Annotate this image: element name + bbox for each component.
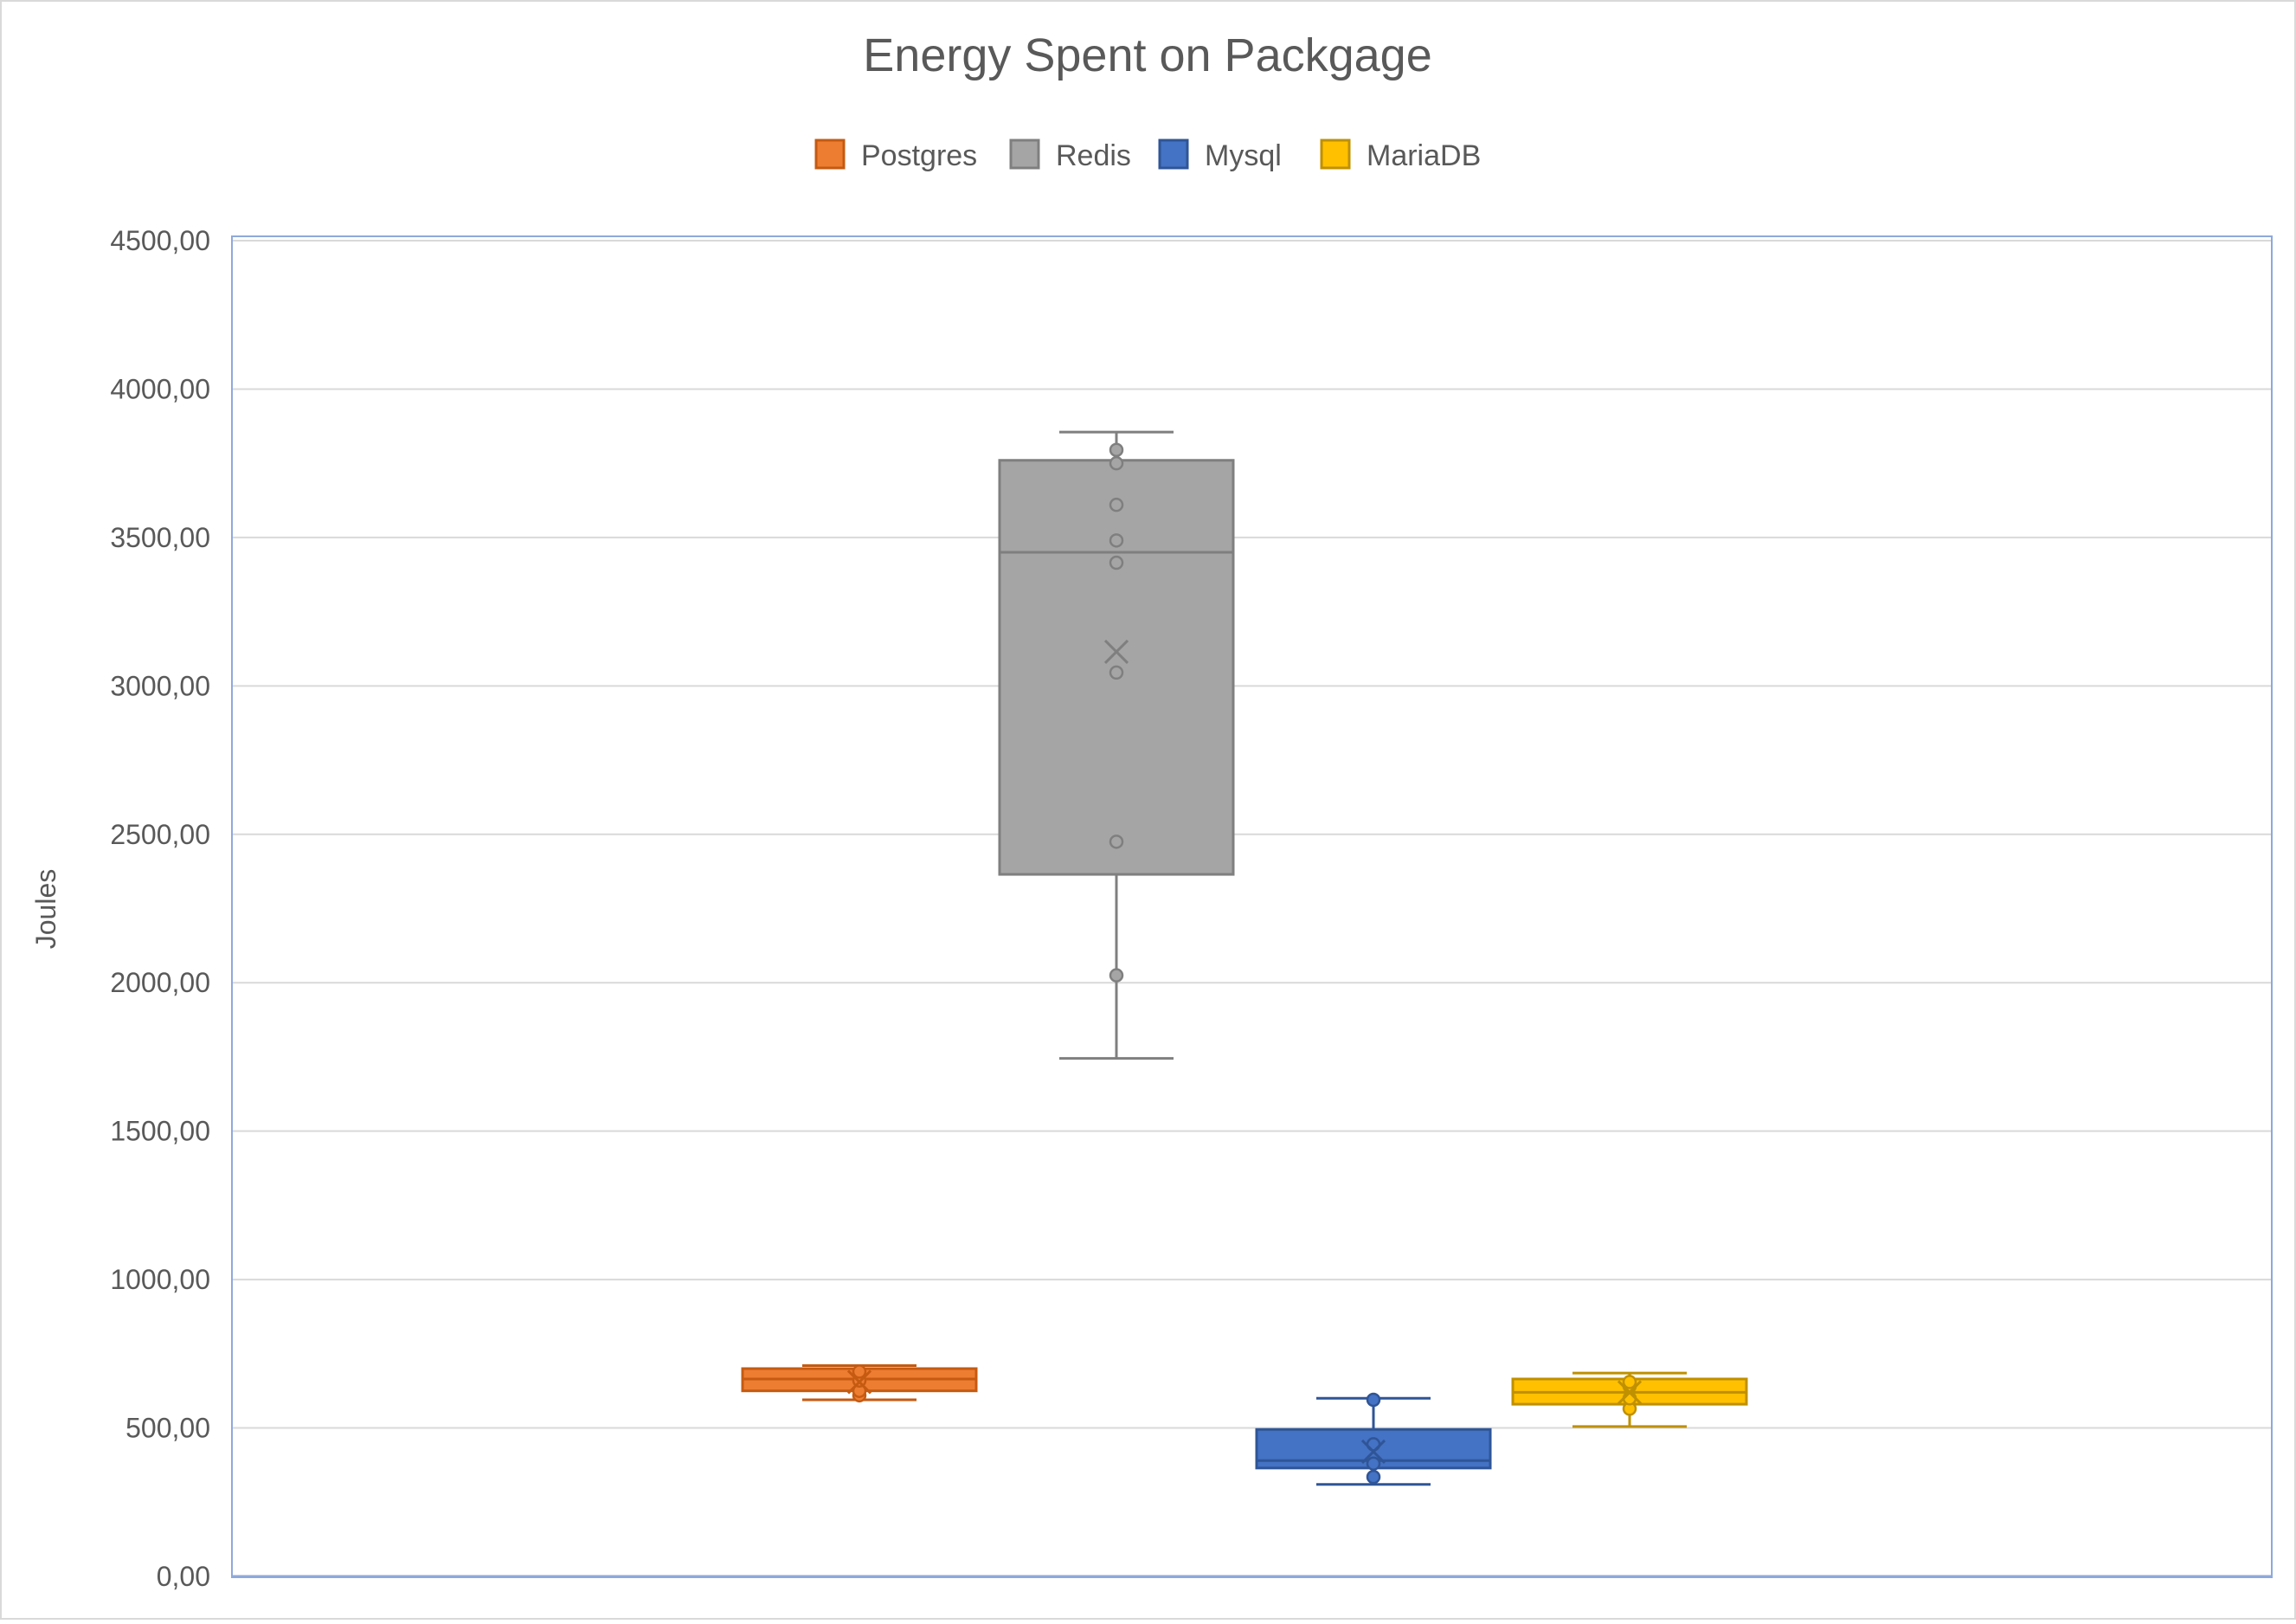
data-point [852,1364,867,1379]
legend-swatch [814,139,846,170]
y-tick-label: 1500,00 [110,1116,210,1147]
y-tick-label: 500,00 [125,1413,210,1444]
data-point [1109,533,1124,548]
data-point [1366,1392,1381,1408]
data-point [1109,835,1124,849]
data-point [1366,1469,1381,1485]
mean-marker [846,1369,872,1395]
legend-label: Redis [1056,139,1131,172]
chart-title: Energy Spent on Packgage [863,29,1431,81]
legend-swatch [1320,139,1351,170]
data-point [1109,455,1124,471]
y-axis-ticks: 0,00 500,00 1000,00 1500,00 2000,00 2500,00 30… [110,225,210,1592]
mean-marker [1360,1439,1386,1465]
legend-label: MariaDB [1367,139,1481,172]
y-tick-label: 0,00 [157,1561,210,1592]
legend: Postgres Redis Mysql MariaDB [814,139,1481,172]
box-postgres [741,1364,978,1403]
box-series-group [741,430,1748,1486]
box-mysql [1255,1392,1492,1486]
y-axis-label: Joules [30,869,61,950]
y-tick-label: 2500,00 [110,819,210,850]
mean-marker [1103,639,1129,664]
y-tick-label: 4500,00 [110,225,210,256]
data-point [1109,442,1124,457]
y-tick-label: 3500,00 [110,522,210,553]
data-point [1109,555,1124,570]
gridlines [232,240,2272,1429]
data-point [1109,497,1124,512]
legend-label: Postgres [861,139,977,172]
y-tick-label: 2000,00 [110,967,210,998]
legend-swatch [1009,139,1040,170]
data-point [1366,1456,1381,1471]
data-point [1109,968,1124,983]
legend-swatch [1158,139,1189,170]
legend-label: Mysql [1205,139,1282,172]
mean-marker [1617,1380,1643,1405]
y-tick-label: 1000,00 [110,1264,210,1295]
box-mariadb [1511,1371,1748,1428]
box-redis [998,430,1235,1060]
y-tick-label: 4000,00 [110,373,210,404]
data-point [1109,665,1124,680]
y-tick-label: 3000,00 [110,670,210,701]
data-point [1622,1375,1637,1389]
